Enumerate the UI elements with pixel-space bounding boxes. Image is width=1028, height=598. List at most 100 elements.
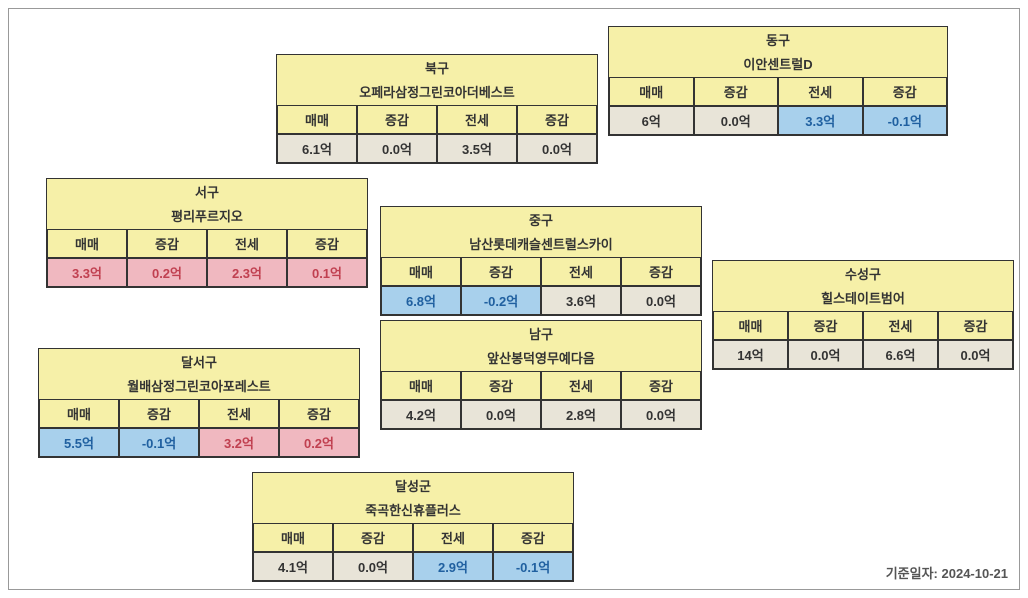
complex-name: 앞산봉덕영무예다음 (381, 346, 701, 371)
value-cell: 0.0억 (788, 340, 863, 369)
column-header: 전세 (413, 523, 493, 552)
data-row: 4.2억0.0억2.8억0.0억 (381, 400, 701, 429)
value-cell: 2.3억 (207, 258, 287, 287)
column-header: 매매 (253, 523, 333, 552)
value-cell: 0.0억 (694, 106, 779, 135)
header-row: 매매증감전세증감 (713, 311, 1013, 340)
price-card-dalseonggun: 달성군죽곡한신휴플러스매매증감전세증감4.1억0.0억2.9억-0.1억 (252, 472, 574, 582)
value-cell: 0.0억 (461, 400, 541, 429)
value-cell: -0.1억 (119, 428, 199, 457)
value-cell: 0.0억 (621, 286, 701, 315)
value-cell: 5.5억 (39, 428, 119, 457)
column-header: 전세 (199, 399, 279, 428)
header-row: 매매증감전세증감 (39, 399, 359, 428)
column-header: 증감 (493, 523, 573, 552)
district-name: 남구 (381, 321, 701, 346)
column-header: 증감 (788, 311, 863, 340)
complex-name: 남산롯데캐슬센트럴스카이 (381, 232, 701, 257)
data-row: 6억0.0억3.3억-0.1억 (609, 106, 947, 135)
value-cell: 2.9억 (413, 552, 493, 581)
column-header: 매매 (713, 311, 788, 340)
value-cell: 0.1억 (287, 258, 367, 287)
complex-name: 월배삼정그린코아포레스트 (39, 374, 359, 399)
district-name: 서구 (47, 179, 367, 204)
value-cell: 6.8억 (381, 286, 461, 315)
value-cell: 0.0억 (333, 552, 413, 581)
value-cell: 4.1억 (253, 552, 333, 581)
column-header: 증감 (127, 229, 207, 258)
column-header: 증감 (333, 523, 413, 552)
column-header: 증감 (279, 399, 359, 428)
data-row: 6.8억-0.2억3.6억0.0억 (381, 286, 701, 315)
price-card-bukgu: 북구오페라삼정그린코아더베스트매매증감전세증감6.1억0.0억3.5억0.0억 (276, 54, 598, 164)
district-name: 달서구 (39, 349, 359, 374)
column-header: 전세 (863, 311, 938, 340)
value-cell: 6.6억 (863, 340, 938, 369)
column-header: 증감 (461, 257, 541, 286)
value-cell: 0.0억 (938, 340, 1013, 369)
complex-name: 힐스테이트범어 (713, 286, 1013, 311)
value-cell: 0.0억 (517, 134, 597, 163)
column-header: 전세 (207, 229, 287, 258)
column-header: 증감 (287, 229, 367, 258)
value-cell: -0.1억 (863, 106, 948, 135)
price-card-donggu: 동구이안센트럴D매매증감전세증감6억0.0억3.3억-0.1억 (608, 26, 948, 136)
district-name: 동구 (609, 27, 947, 52)
column-header: 증감 (461, 371, 541, 400)
column-header: 증감 (621, 257, 701, 286)
column-header: 증감 (517, 105, 597, 134)
district-name: 달성군 (253, 473, 573, 498)
header-row: 매매증감전세증감 (609, 77, 947, 106)
column-header: 매매 (381, 257, 461, 286)
value-cell: 3.3억 (778, 106, 863, 135)
value-cell: 3.2억 (199, 428, 279, 457)
price-card-seogu: 서구평리푸르지오매매증감전세증감3.3억0.2억2.3억0.1억 (46, 178, 368, 288)
value-cell: -0.2억 (461, 286, 541, 315)
column-header: 증감 (694, 77, 779, 106)
column-header: 증감 (863, 77, 948, 106)
column-header: 매매 (39, 399, 119, 428)
value-cell: 2.8억 (541, 400, 621, 429)
value-cell: 0.2억 (127, 258, 207, 287)
header-row: 매매증감전세증감 (253, 523, 573, 552)
district-name: 수성구 (713, 261, 1013, 286)
value-cell: 3.3억 (47, 258, 127, 287)
complex-name: 평리푸르지오 (47, 204, 367, 229)
data-row: 5.5억-0.1억3.2억0.2억 (39, 428, 359, 457)
price-card-suseonggu: 수성구힐스테이트범어매매증감전세증감14억0.0억6.6억0.0억 (712, 260, 1014, 370)
price-card-dalseogu: 달서구월배삼정그린코아포레스트매매증감전세증감5.5억-0.1억3.2억0.2억 (38, 348, 360, 458)
column-header: 전세 (541, 371, 621, 400)
value-cell: -0.1억 (493, 552, 573, 581)
column-header: 매매 (47, 229, 127, 258)
district-name: 북구 (277, 55, 597, 80)
data-row: 6.1억0.0억3.5억0.0억 (277, 134, 597, 163)
price-card-namgu: 남구앞산봉덕영무예다음매매증감전세증감4.2억0.0억2.8억0.0억 (380, 320, 702, 430)
header-row: 매매증감전세증감 (381, 257, 701, 286)
header-row: 매매증감전세증감 (47, 229, 367, 258)
value-cell: 6.1억 (277, 134, 357, 163)
price-card-junggu: 중구남산롯데캐슬센트럴스카이매매증감전세증감6.8억-0.2억3.6억0.0억 (380, 206, 702, 316)
value-cell: 0.0억 (621, 400, 701, 429)
value-cell: 14억 (713, 340, 788, 369)
value-cell: 0.0억 (357, 134, 437, 163)
column-header: 증감 (119, 399, 199, 428)
data-row: 4.1억0.0억2.9억-0.1억 (253, 552, 573, 581)
header-row: 매매증감전세증감 (381, 371, 701, 400)
column-header: 매매 (609, 77, 694, 106)
column-header: 매매 (277, 105, 357, 134)
header-row: 매매증감전세증감 (277, 105, 597, 134)
footer-date: 2024-10-21 (942, 566, 1009, 581)
column-header: 전세 (541, 257, 621, 286)
value-cell: 4.2억 (381, 400, 461, 429)
column-header: 전세 (437, 105, 517, 134)
column-header: 증감 (938, 311, 1013, 340)
value-cell: 3.6억 (541, 286, 621, 315)
complex-name: 이안센트럴D (609, 52, 947, 77)
data-row: 14억0.0억6.6억0.0억 (713, 340, 1013, 369)
value-cell: 0.2억 (279, 428, 359, 457)
column-header: 증감 (621, 371, 701, 400)
value-cell: 3.5억 (437, 134, 517, 163)
district-name: 중구 (381, 207, 701, 232)
column-header: 증감 (357, 105, 437, 134)
data-row: 3.3억0.2억2.3억0.1억 (47, 258, 367, 287)
